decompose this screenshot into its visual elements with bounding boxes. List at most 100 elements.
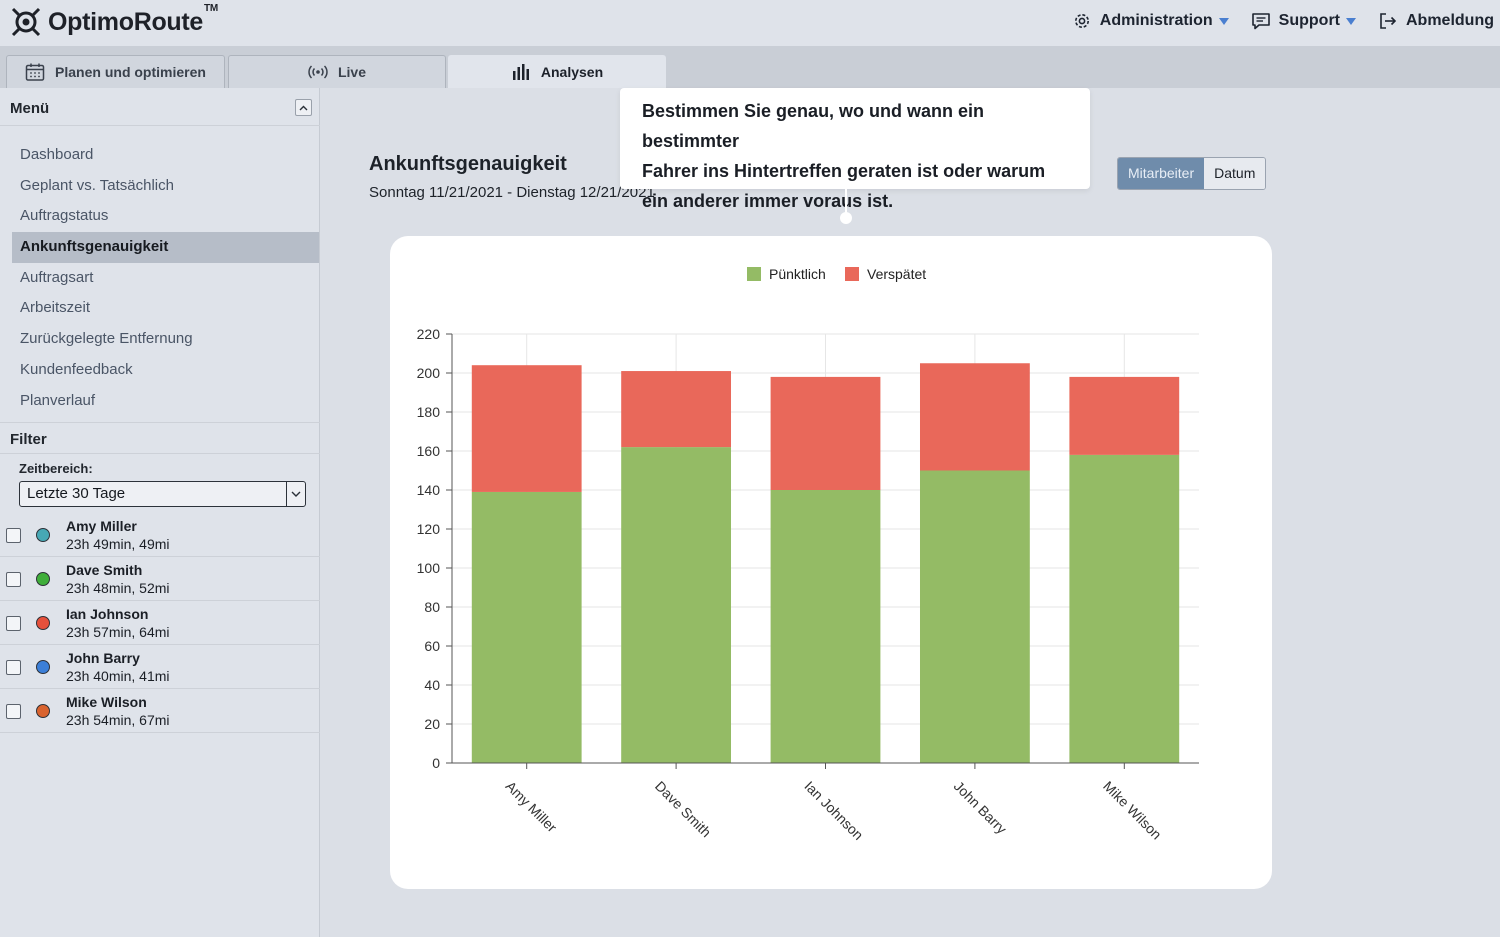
driver-color-dot: [36, 528, 50, 542]
driver-color-dot: [36, 616, 50, 630]
toggle-employee-button[interactable]: Mitarbeiter: [1118, 158, 1205, 189]
chevron-down-icon: [1346, 17, 1356, 25]
driver-stats: 23h 49min, 49mi: [66, 536, 170, 552]
bar-late: [621, 371, 732, 448]
tab-plan-label: Planen und optimieren: [55, 64, 206, 80]
menu-item-order-type[interactable]: Auftragsart: [20, 268, 94, 286]
driver-row: Dave Smith 23h 48min, 52mi: [0, 557, 320, 601]
bar-on-time: [1069, 454, 1180, 763]
legend-swatch: [845, 267, 859, 281]
logo[interactable]: OptimoRouteTM: [10, 3, 218, 38]
menu-item-working-time[interactable]: Arbeitszeit: [20, 299, 91, 317]
driver-row: Amy Miller 23h 49min, 49mi: [0, 513, 320, 557]
view-toggle: Mitarbeiter Datum: [1117, 157, 1267, 190]
tab-strip: Planen und optimieren Live Analysen: [0, 46, 1500, 88]
y-tick-label: 120: [417, 521, 441, 537]
bar-on-time: [770, 490, 881, 763]
administration-menu[interactable]: Administration: [1072, 11, 1229, 31]
tooltip-line: Bestimmen Sie genau, wo und wann ein bes…: [642, 101, 985, 151]
date-range-text: Sonntag 11/21/2021 - Dienstag 12/21/2021: [369, 184, 655, 201]
administration-label: Administration: [1099, 12, 1213, 29]
chevron-up-icon: [299, 105, 308, 110]
menu-item-order-status[interactable]: Auftragstatus: [20, 207, 109, 225]
menu-item-dashboard[interactable]: Dashboard: [20, 146, 94, 163]
driver-name: Mike Wilson: [66, 694, 147, 710]
filter-title: Filter: [10, 431, 47, 448]
y-tick-label: 160: [417, 443, 441, 459]
driver-checkbox[interactable]: [6, 660, 21, 675]
y-tick-label: 220: [417, 326, 441, 342]
bar-late: [471, 365, 582, 492]
tooltip-callout: Bestimmen Sie genau, wo und wann ein bes…: [620, 88, 1090, 211]
collapse-button[interactable]: [295, 99, 312, 116]
top-bar: OptimoRouteTM Administration Support: [0, 0, 1500, 46]
calendar-icon: [25, 63, 45, 81]
chevron-down-icon: [1218, 17, 1229, 25]
driver-checkbox[interactable]: [6, 616, 21, 631]
y-tick-label: 0: [432, 755, 440, 771]
chevron-down-icon: [286, 482, 305, 506]
tab-live[interactable]: Live: [228, 55, 446, 88]
x-tick-label: John Barry: [951, 778, 1010, 837]
bar-on-time: [621, 447, 732, 763]
menu-item-planned-vs-actual[interactable]: Geplant vs. Tatsächlich: [20, 176, 174, 194]
sidebar: Menü Dashboard Geplant vs. Tatsächlich A…: [0, 88, 320, 937]
y-tick-label: 60: [424, 638, 440, 654]
logo-text: OptimoRouteTM: [48, 3, 218, 36]
menu-item-distance-traveled[interactable]: Zurückgelegte Entfernung: [20, 330, 193, 348]
tab-plan[interactable]: Planen und optimieren: [6, 55, 225, 88]
chat-icon: [1251, 13, 1270, 30]
menu-item-arrival-accuracy[interactable]: Ankunftsgenauigkeit: [12, 232, 319, 263]
menu-item-plan-history[interactable]: Planverlauf: [20, 391, 96, 409]
driver-checkbox[interactable]: [6, 528, 21, 543]
gear-icon: [1074, 14, 1089, 28]
tab-live-label: Live: [337, 64, 366, 80]
y-tick-label: 100: [417, 560, 441, 576]
time-range-select[interactable]: Letzte 30 Tage: [19, 481, 306, 507]
x-tick-label: Amy Miller: [503, 778, 561, 836]
tooltip-anchor-dot: [840, 212, 852, 224]
logout-icon: [1380, 13, 1397, 29]
legend-label: Verspätet: [867, 266, 926, 282]
top-nav: Administration Support Abmeldung: [1072, 11, 1494, 31]
menu-list: Dashboard Geplant vs. Tatsächlich Auftra…: [12, 140, 319, 416]
menu-header: Menü: [0, 88, 320, 126]
legend-swatch: [747, 267, 761, 281]
tooltip-line: Fahrer ins Hintertreffen geraten ist ode…: [642, 161, 1046, 181]
filter-header: Filter: [0, 422, 320, 454]
tooltip-connector: [845, 189, 847, 217]
driver-stats: 23h 54min, 67mi: [66, 712, 170, 728]
arrival-accuracy-chart: 0 20 40 60 80 100 120 140 160 180 200 220 Amy Miller…: [417, 266, 1199, 843]
driver-color-dot: [36, 572, 50, 586]
driver-row: Ian Johnson 23h 57min, 64mi: [0, 601, 320, 645]
page-title: Ankunftsgenauigkeit: [369, 153, 567, 175]
y-tick-label: 80: [424, 599, 440, 615]
support-menu[interactable]: Support: [1251, 11, 1356, 31]
x-tick-label: Mike Wilson: [1100, 778, 1165, 843]
tab-analytics[interactable]: Analysen: [448, 55, 666, 88]
driver-checkbox[interactable]: [6, 572, 21, 587]
driver-name: Amy Miller: [66, 518, 137, 534]
driver-stats: 23h 40min, 41mi: [66, 668, 170, 684]
tooltip-line: ein anderer immer voraus ist.: [642, 191, 894, 211]
driver-row: John Barry 23h 40min, 41mi: [0, 645, 320, 689]
toggle-date-button[interactable]: Datum: [1204, 158, 1266, 189]
x-tick-label: Ian Johnson: [801, 778, 866, 843]
driver-color-dot: [36, 660, 50, 674]
support-label: Support: [1278, 12, 1340, 29]
driver-color-dot: [36, 704, 50, 718]
driver-name: Ian Johnson: [66, 606, 149, 622]
time-range-value: Letzte 30 Tage: [27, 485, 126, 502]
y-tick-label: 40: [424, 677, 440, 693]
chart-card: 0 20 40 60 80 100 120 140 160 180 200 220 Amy Miller…: [390, 236, 1272, 889]
y-tick-label: 140: [417, 482, 441, 498]
driver-row: Mike Wilson 23h 54min, 67mi: [0, 689, 320, 733]
tab-analytics-label: Analysen: [540, 64, 604, 80]
driver-name: Dave Smith: [66, 562, 143, 578]
logout-button[interactable]: Abmeldung: [1378, 11, 1494, 31]
bar-late: [919, 363, 1030, 471]
menu-item-customer-feedback[interactable]: Kundenfeedback: [20, 360, 133, 378]
driver-list: Amy Miller 23h 49min, 49mi Dave Smith 23…: [0, 513, 320, 733]
bar-late: [1069, 376, 1180, 455]
driver-checkbox[interactable]: [6, 704, 21, 719]
